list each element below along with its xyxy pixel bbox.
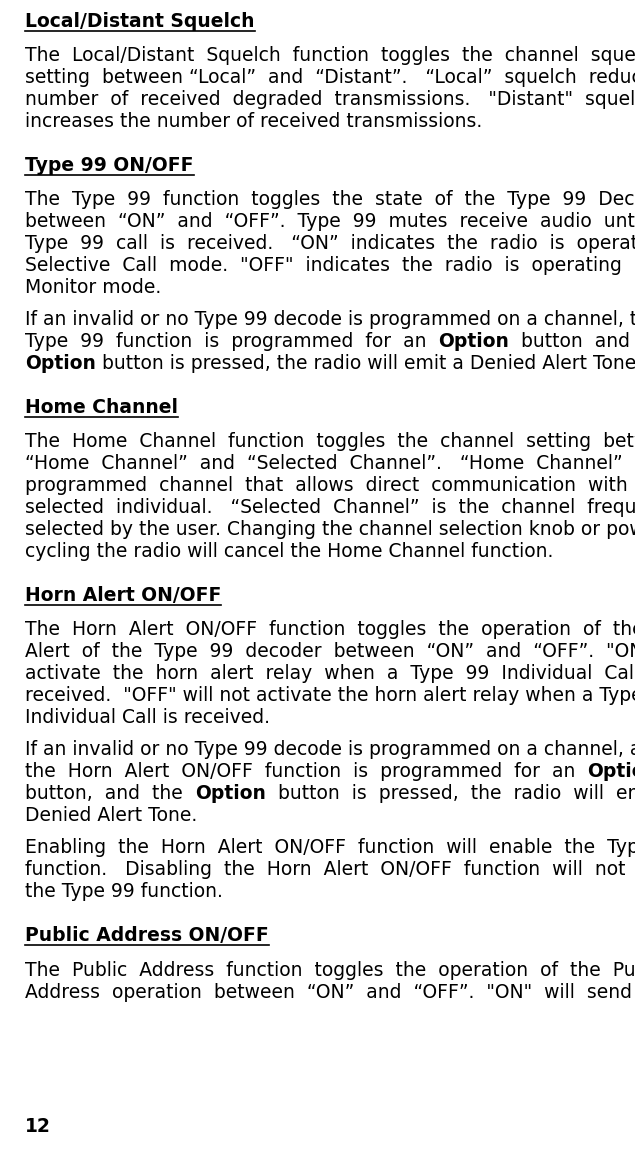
Text: received.  "OFF" will not activate the horn alert relay when a Type 99: received. "OFF" will not activate the ho… <box>25 687 635 705</box>
Text: Horn Alert ON/OFF: Horn Alert ON/OFF <box>25 586 222 606</box>
Text: button is pressed, the radio will emit a Denied Alert Tone.: button is pressed, the radio will emit a… <box>96 354 635 373</box>
Text: the Type 99 function.: the Type 99 function. <box>25 883 223 901</box>
Text: selected  individual.   “Selected  Channel”  is  the  channel  frequency: selected individual. “Selected Channel” … <box>25 499 635 517</box>
Text: programmed  channel  that  allows  direct  communication  with  a: programmed channel that allows direct co… <box>25 477 635 495</box>
Text: “Home  Channel”  and  “Selected  Channel”.   “Home  Channel”  is  a: “Home Channel” and “Selected Channel”. “… <box>25 455 635 473</box>
Text: Option: Option <box>25 354 96 373</box>
Text: The  Type  99  function  toggles  the  state  of  the  Type  99  Decoder: The Type 99 function toggles the state o… <box>25 190 635 209</box>
Text: button  is  pressed,  the  radio  will  emit  a: button is pressed, the radio will emit a <box>265 785 635 803</box>
Text: The  Horn  Alert  ON/OFF  function  toggles  the  operation  of  the  Horn: The Horn Alert ON/OFF function toggles t… <box>25 621 635 639</box>
Text: cycling the radio will cancel the Home Channel function.: cycling the radio will cancel the Home C… <box>25 542 553 561</box>
Text: 12: 12 <box>25 1117 51 1136</box>
Text: function.   Disabling  the  Horn  Alert  ON/OFF  function  will  not  disable: function. Disabling the Horn Alert ON/OF… <box>25 861 635 879</box>
Text: button,  and  the: button, and the <box>25 785 195 803</box>
Text: between  “ON”  and  “OFF”.  Type  99  mutes  receive  audio  until  a  valid: between “ON” and “OFF”. Type 99 mutes re… <box>25 212 635 231</box>
Text: The  Local/Distant  Squelch  function  toggles  the  channel  squelch: The Local/Distant Squelch function toggl… <box>25 46 635 65</box>
Text: Option: Option <box>587 763 635 781</box>
Text: Enabling  the  Horn  Alert  ON/OFF  function  will  enable  the  Type  99: Enabling the Horn Alert ON/OFF function … <box>25 839 635 857</box>
Text: Address  operation  between  “ON”  and  “OFF”.  "ON"  will  send  the: Address operation between “ON” and “OFF”… <box>25 982 635 1002</box>
Text: Option: Option <box>195 785 265 803</box>
Text: Selective  Call  mode.  "OFF"  indicates  the  radio  is  operating  in: Selective Call mode. "OFF" indicates the… <box>25 256 635 275</box>
Text: selected by the user. Changing the channel selection knob or power: selected by the user. Changing the chann… <box>25 520 635 539</box>
Text: The  Public  Address  function  toggles  the  operation  of  the  Public: The Public Address function toggles the … <box>25 960 635 980</box>
Text: setting  between “Local”  and  “Distant”.   “Local”  squelch  reduces  the: setting between “Local” and “Distant”. “… <box>25 68 635 87</box>
Text: increases the number of received transmissions.: increases the number of received transmi… <box>25 112 482 132</box>
Text: If an invalid or no Type 99 decode is programmed on a channel, and: If an invalid or no Type 99 decode is pr… <box>25 741 635 759</box>
Text: Option: Option <box>439 332 509 351</box>
Text: Local/Distant Squelch: Local/Distant Squelch <box>25 12 255 31</box>
Text: If an invalid or no Type 99 decode is programmed on a channel, the: If an invalid or no Type 99 decode is pr… <box>25 310 635 329</box>
Text: Type 99 ON/OFF: Type 99 ON/OFF <box>25 156 194 175</box>
Text: button  and  the: button and the <box>509 332 635 351</box>
Text: Individual Call is received.: Individual Call is received. <box>25 709 270 727</box>
Text: The  Home  Channel  function  toggles  the  channel  setting  between: The Home Channel function toggles the ch… <box>25 433 635 451</box>
Text: activate  the  horn  alert  relay  when  a  Type  99  Individual  Call  is: activate the horn alert relay when a Typ… <box>25 665 635 683</box>
Text: Monitor mode.: Monitor mode. <box>25 278 161 298</box>
Text: Type  99  function  is  programmed  for  an: Type 99 function is programmed for an <box>25 332 439 351</box>
Text: the  Horn  Alert  ON/OFF  function  is  programmed  for  an: the Horn Alert ON/OFF function is progra… <box>25 763 587 781</box>
Text: Type  99  call  is  received.   “ON”  indicates  the  radio  is  operating  in: Type 99 call is received. “ON” indicates… <box>25 234 635 253</box>
Text: Alert  of  the  Type  99  decoder  between  “ON”  and  “OFF”.  "ON"  will: Alert of the Type 99 decoder between “ON… <box>25 643 635 661</box>
Text: Home Channel: Home Channel <box>25 398 178 418</box>
Text: Denied Alert Tone.: Denied Alert Tone. <box>25 807 197 825</box>
Text: number  of  received  degraded  transmissions.   "Distant"  squelch: number of received degraded transmission… <box>25 90 635 110</box>
Text: Public Address ON/OFF: Public Address ON/OFF <box>25 927 269 945</box>
